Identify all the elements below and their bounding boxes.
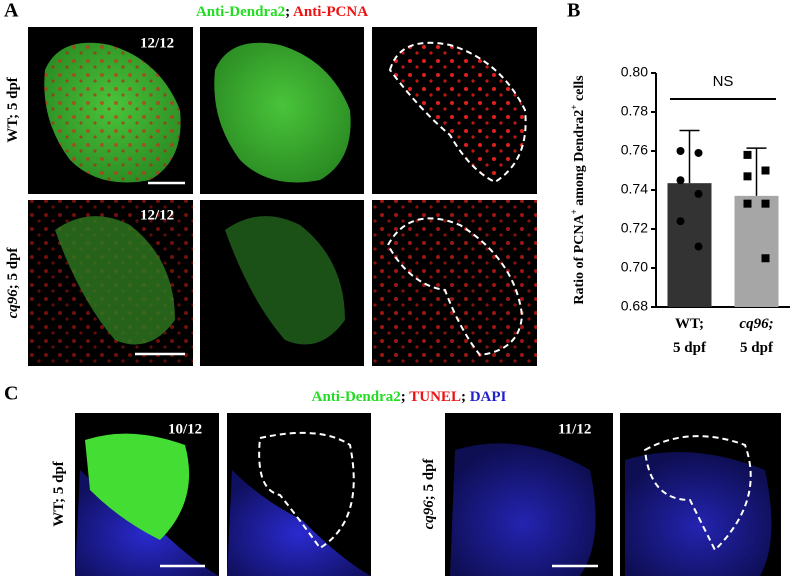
- row-label: WT; 5 dpf: [51, 460, 67, 527]
- panel-title: Anti-Dendra2; Anti-PCNA: [196, 4, 368, 20]
- data-point: [743, 172, 752, 181]
- x-tick-label: cq96; 5 dpf: [739, 316, 774, 356]
- data-point: [676, 176, 685, 185]
- y-axis-label: Ratio of PCNA+ among Dendra2+ cells: [569, 75, 587, 305]
- row-label: cq96; 5 dpf: [421, 458, 437, 530]
- annotation: NS: [713, 73, 734, 90]
- data-point: [761, 166, 770, 175]
- panel-label: B: [567, 0, 580, 22]
- data-point: [761, 254, 770, 263]
- y-tick-label: 0.68: [621, 298, 648, 314]
- x-tick-line: cq96;: [739, 316, 773, 332]
- data-point: [694, 242, 703, 251]
- data-point: [761, 199, 770, 208]
- image-panels: [28, 27, 781, 576]
- panel-label: C: [4, 383, 18, 405]
- y-tick-label: 0.74: [621, 181, 648, 197]
- y-tick-label: 0.80: [621, 64, 648, 80]
- bar: [734, 195, 779, 307]
- count-label: 12/12: [140, 207, 174, 223]
- data-point: [676, 147, 685, 155]
- panel-title: Anti-Dendra2; TUNEL; DAPI: [312, 389, 507, 405]
- y-tick-label: 0.70: [621, 259, 648, 275]
- data-point: [694, 189, 703, 198]
- x-tick-line: 5 dpf: [740, 340, 774, 356]
- bar: [667, 183, 712, 307]
- y-tick-label: 0.72: [621, 220, 648, 236]
- panel-label: A: [4, 0, 19, 22]
- data-point: [743, 150, 752, 159]
- x-tick-line: WT;: [675, 316, 704, 332]
- data-point: [694, 148, 703, 157]
- data-point: [676, 217, 685, 226]
- y-tick-label: 0.76: [621, 142, 648, 158]
- count-label: 10/12: [168, 421, 202, 437]
- x-tick-label: WT; 5 dpf: [673, 316, 707, 356]
- x-tick-line: 5 dpf: [673, 340, 707, 356]
- row-label: WT; 5 dpf: [5, 76, 21, 143]
- row-label: cq96; 5 dpf: [5, 247, 21, 319]
- data-point: [743, 199, 752, 208]
- count-label: 12/12: [140, 35, 174, 51]
- y-tick-label: 0.78: [621, 103, 648, 119]
- count-label: 11/12: [558, 421, 591, 437]
